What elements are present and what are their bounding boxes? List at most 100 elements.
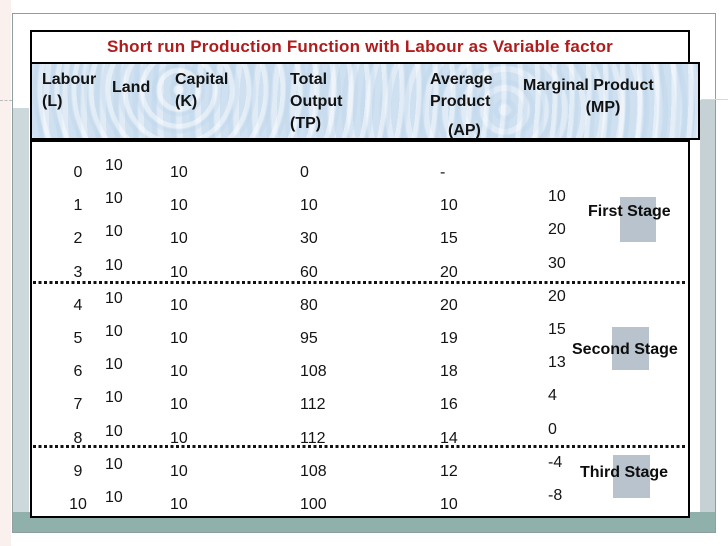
cell-mp: 10 (548, 188, 566, 206)
right-accent-bar (700, 100, 715, 512)
col-header-labour-line1: Labour (42, 71, 97, 88)
cell-tp: 112 (300, 396, 326, 414)
stage-divider-dotted-line-2 (33, 445, 686, 448)
cell-labour: 4 (73, 296, 83, 314)
cell-land: 10 (105, 455, 123, 473)
cell-labour: 3 (73, 263, 83, 281)
cell-capital: 10 (170, 496, 188, 513)
stage-label-second: Second Stage (572, 341, 678, 358)
col-header-land: Land (112, 77, 150, 99)
cell-ap: 20 (440, 263, 458, 281)
cell-land: 10 (105, 190, 123, 208)
cell-capital: 10 (170, 296, 188, 314)
stage-label-third: Third Stage (580, 464, 669, 481)
cell-capital: 10 (170, 164, 188, 181)
slide-title-box: Short run Production Function with Labou… (30, 30, 690, 62)
cell-mp: 0 (548, 420, 557, 438)
cell-ap: 20 (440, 296, 458, 314)
table-row: 1 10 10 10 10 10 (32, 188, 688, 222)
cell-tp: 60 (300, 263, 318, 281)
right-guide-dash (701, 99, 728, 100)
table-row: 8 10 10 112 14 0 (32, 421, 688, 455)
col-header-average-product-line3: (AP) (448, 122, 481, 139)
col-header-total-output-line2: Output (290, 93, 343, 110)
table-header-row: Labour (L) Land Capital (K) Total Output… (30, 62, 700, 140)
cell-ap: - (440, 164, 446, 181)
cell-ap: 14 (440, 429, 458, 447)
cell-mp: 4 (548, 387, 557, 405)
cell-tp: 10 (300, 197, 318, 215)
table-row: 7 10 10 112 16 4 (32, 387, 688, 421)
cell-ap: 19 (440, 330, 458, 347)
stage-marker-square-second (612, 327, 649, 370)
cell-land: 10 (105, 157, 123, 174)
table-row: 9 10 10 108 12 -4 (32, 454, 688, 488)
cell-capital: 10 (170, 263, 188, 281)
cell-land: 10 (105, 323, 123, 340)
col-header-average-product-line1: Average (430, 71, 493, 88)
cell-land: 10 (105, 223, 123, 241)
cell-capital: 10 (170, 462, 188, 480)
cell-ap: 10 (440, 197, 458, 215)
cell-tp: 112 (300, 429, 326, 447)
cell-mp: 20 (548, 221, 566, 239)
cell-tp: 95 (300, 330, 318, 347)
cell-labour: 9 (73, 462, 83, 480)
col-header-total-output: Total Output (TP) (290, 69, 342, 135)
cell-mp: 20 (548, 287, 566, 305)
cell-ap: 10 (440, 496, 458, 513)
cell-labour: 8 (73, 429, 83, 447)
col-header-marginal-product-line2: (MP) (585, 99, 621, 116)
left-accent-bar (13, 108, 29, 512)
cell-mp: -4 (548, 453, 563, 471)
table-row: 10 10 10 100 10 -8 (32, 487, 688, 521)
cell-ap: 16 (440, 396, 458, 414)
cell-land: 10 (105, 422, 123, 440)
cell-capital: 10 (170, 363, 188, 381)
col-header-marginal-product: Marginal Product (MP) (523, 75, 683, 119)
cell-labour: 5 (73, 330, 83, 347)
cell-labour: 7 (73, 396, 83, 414)
cell-capital: 10 (170, 396, 188, 414)
cell-ap: 12 (440, 462, 458, 480)
col-header-land-line1: Land (112, 79, 151, 96)
cell-labour: 10 (69, 496, 87, 513)
table-body: First Stage Second Stage Third Stage 0 10… (30, 140, 690, 518)
cell-mp: 13 (548, 354, 566, 372)
cell-land: 10 (105, 389, 123, 407)
cell-mp: 30 (548, 254, 566, 272)
cell-ap: 18 (440, 363, 458, 381)
cell-capital: 10 (170, 429, 188, 447)
cell-mp: 15 (548, 321, 566, 338)
cell-capital: 10 (170, 330, 188, 347)
cell-land: 10 (105, 289, 123, 307)
col-header-average-product: Average Product (AP) (430, 69, 493, 142)
cell-tp: 108 (300, 462, 327, 480)
table-row: 2 10 10 30 15 20 (32, 221, 688, 255)
col-header-total-output-line1: Total (290, 71, 328, 88)
table-row: 6 10 10 108 18 13 (32, 354, 688, 388)
col-header-marginal-product-line1: Marginal Product (523, 77, 654, 94)
cell-labour: 6 (73, 363, 83, 381)
col-header-capital: Capital (K) (175, 69, 228, 113)
table-row: 4 10 10 80 20 20 (32, 288, 688, 322)
cell-tp: 0 (300, 164, 309, 181)
cell-tp: 108 (300, 363, 327, 381)
cell-tp: 80 (300, 296, 318, 314)
cell-land: 10 (105, 256, 123, 274)
page-left-edge (0, 0, 11, 546)
stage-divider-dotted-line-1 (33, 281, 686, 284)
col-header-total-output-line3: (TP) (290, 115, 322, 132)
cell-tp: 100 (300, 496, 327, 513)
cell-land: 10 (105, 356, 123, 374)
cell-ap: 15 (440, 230, 458, 248)
table-row: 5 10 10 95 19 15 (32, 321, 688, 355)
cell-tp: 30 (300, 230, 318, 248)
cell-land: 10 (105, 489, 123, 506)
col-header-capital-line1: Capital (175, 71, 229, 88)
table-row: 3 10 10 60 20 30 (32, 255, 688, 289)
left-guide-dash (0, 100, 12, 101)
cell-capital: 10 (170, 197, 188, 215)
cell-labour: 0 (73, 164, 83, 181)
col-header-labour: Labour (L) (42, 69, 96, 113)
